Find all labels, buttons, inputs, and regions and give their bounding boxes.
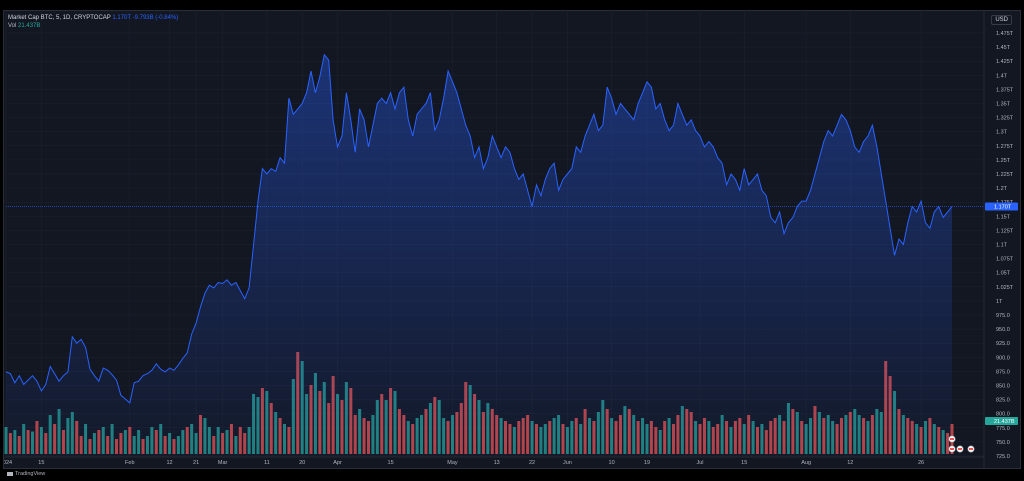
time-tick-label: 12: [847, 460, 853, 466]
legend-series-row[interactable]: Market Cap BTC, 5, 1D, CRYPTOCAP 1.170T …: [8, 14, 178, 22]
price-tick-label: 975.0: [996, 313, 1010, 319]
time-tick-label: 26: [918, 460, 924, 466]
last-price-badge: [985, 202, 1018, 211]
flag-icon-stripe: [958, 448, 962, 450]
time-tick-label: Jun: [563, 460, 572, 466]
time-tick-label: 2024: [4, 460, 12, 466]
price-tick-label: 1.125T: [996, 228, 1014, 234]
volume-badge: [985, 417, 1018, 425]
flag-icon-stripe: [950, 448, 954, 450]
time-tick-label: Jul: [697, 460, 704, 466]
time-tick-label: 15: [388, 460, 394, 466]
last-price-badge-text: 1.170T: [994, 205, 1012, 211]
price-tick-label: 1T: [996, 299, 1003, 305]
price-tick-label: 1.4T: [996, 73, 1008, 79]
price-tick-label: 725.0: [996, 454, 1010, 460]
price-tick-label: 1.15T: [996, 214, 1011, 220]
price-tick-label: 1.3T: [996, 130, 1008, 136]
flag-icon-stripe: [950, 438, 954, 440]
price-tick-label: 800.0: [996, 412, 1010, 418]
chart-legend: Market Cap BTC, 5, 1D, CRYPTOCAP 1.170T …: [8, 14, 178, 30]
price-tick-label: 900.0: [996, 355, 1010, 361]
time-tick-label: 21: [193, 460, 199, 466]
price-tick-label: 1.225T: [996, 172, 1014, 178]
price-line: [5, 53, 953, 404]
price-tick-label: 1.275T: [996, 144, 1014, 150]
time-tick-label: 12: [166, 460, 172, 466]
price-tick-label: 1.35T: [996, 102, 1011, 108]
legend-volume-row[interactable]: Vol 21.437B: [8, 22, 178, 30]
price-tick-label: 1.1T: [996, 243, 1008, 249]
time-tick-label: 19: [644, 460, 650, 466]
price-volume-chart[interactable]: 1.475T 1.45T 1.425T 1.4T 1.375T 1.35T 1.325T 1.…: [4, 11, 1020, 468]
price-tick-label: 1.025T: [996, 285, 1014, 291]
time-tick-label: Feb: [125, 460, 134, 466]
price-tick-label: 875.0: [996, 369, 1010, 375]
symbol-label: Market Cap BTC, 5, 1D, CRYPTOCAP: [8, 15, 111, 21]
time-tick-label: May: [447, 460, 458, 466]
flag-icon-stripe: [969, 448, 973, 450]
price-tick-label: 775.0: [996, 426, 1010, 432]
price-values: 1.170T -9.793B (-0.84%): [112, 15, 179, 21]
time-tick-label: Aug: [801, 460, 811, 466]
brand-label: TradingView: [15, 471, 46, 477]
volume-label: Vol: [8, 23, 17, 29]
price-tick-label: 1.2T: [996, 186, 1008, 192]
price-tick-label: 850.0: [996, 384, 1010, 390]
price-tick-label: 925.0: [996, 341, 1010, 347]
price-tick-label: 825.0: [996, 398, 1010, 404]
price-tick-label: 1.425T: [996, 59, 1014, 65]
price-tick-label: 1.475T: [996, 31, 1014, 37]
time-tick-label: 15: [741, 460, 747, 466]
price-tick-label: 1.375T: [996, 87, 1014, 93]
price-tick-label: 1.075T: [996, 257, 1014, 263]
axis-badges: 1.170T 21.437B: [985, 202, 1018, 425]
event-marks: [948, 435, 975, 453]
time-tick-label: 20: [299, 460, 305, 466]
price-tick-label: 1.05T: [996, 271, 1011, 277]
price-tick-label: 1.325T: [996, 116, 1014, 122]
price-tick-label: 1.25T: [996, 158, 1011, 164]
volume-badge-text: 21.437B: [994, 419, 1015, 425]
chart-panel[interactable]: 1.475T 1.45T 1.425T 1.4T 1.375T 1.35T 1.325T 1.…: [3, 10, 1021, 469]
currency-button[interactable]: USD: [991, 15, 1012, 25]
time-tick-label: 11: [264, 460, 270, 466]
time-tick-label: 15: [38, 460, 44, 466]
price-area: [6, 54, 952, 456]
price-tick-label: 750.0: [996, 440, 1010, 446]
price-tick-label: 950.0: [996, 327, 1010, 333]
volume-value: 21.437B: [18, 23, 41, 29]
time-axis[interactable]: 2024 15 Feb 12 21 Mar 11 20 Apr 15 May 13 22 Jun 10 19 J…: [4, 456, 984, 466]
footer-bar: TradingView: [3, 469, 1021, 481]
time-tick-label: 13: [494, 460, 500, 466]
time-tick-label: 10: [609, 460, 615, 466]
tradingview-logo[interactable]: TradingView: [7, 471, 45, 477]
time-tick-label: Apr: [333, 460, 342, 466]
time-tick-label: 22: [529, 460, 535, 466]
tradingview-icon: [7, 471, 13, 476]
price-tick-label: 1.45T: [996, 45, 1011, 51]
price-axis[interactable]: 1.475T 1.45T 1.425T 1.4T 1.375T 1.35T 1.325T 1.…: [983, 11, 1014, 468]
time-tick-label: Mar: [218, 460, 228, 466]
